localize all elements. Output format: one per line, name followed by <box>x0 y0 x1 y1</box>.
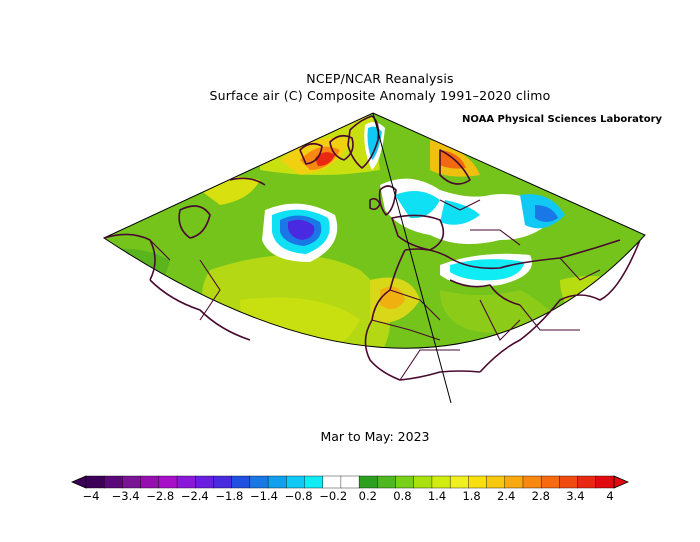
colorbar-swatch <box>504 475 524 489</box>
colorbar-low-arrow <box>70 475 87 489</box>
colorbar-tick-label: 0.8 <box>393 489 412 503</box>
country-borders <box>149 199 601 381</box>
colorbar-swatch <box>122 475 142 489</box>
map-title: NCEP/NCAR Reanalysis <box>306 71 454 86</box>
colorbar-swatch <box>176 475 196 489</box>
colorbar-high-arrow <box>613 475 630 489</box>
colorbar-swatch <box>540 475 560 489</box>
colorbar-swatch <box>195 475 214 489</box>
colorbar-tick-label: 2.8 <box>531 489 550 503</box>
meridian-line <box>372 112 452 404</box>
colorbar-tick-label: −0.8 <box>284 489 313 503</box>
colorbar-tick-labels: −4 −3.4 −2.8 −2.4 −1.8 −1.4 −0.8 −0.2 0.2 0.8 1.4 1… <box>0 489 700 505</box>
colorbar-swatch <box>522 475 542 489</box>
colorbar-swatch <box>395 475 415 489</box>
colorbar-tick-label: −2.8 <box>146 489 175 503</box>
colorbar-swatch <box>559 475 579 489</box>
colorbar-swatch <box>449 475 469 489</box>
period-label: Mar to May: 2023 <box>320 429 430 444</box>
colorbar-swatch <box>413 475 433 489</box>
colorbar-tick-label: 1.4 <box>427 489 447 503</box>
title-block: NCEP/NCAR Reanalysis Surface air (C) Com… <box>0 70 700 104</box>
colorbar-swatch <box>322 475 342 489</box>
colorbar-tick-label: 3.4 <box>566 489 585 503</box>
colorbar-swatch <box>249 475 269 489</box>
colorbar-tick-label: 1.8 <box>462 489 481 503</box>
colorbar-tick-label: −3.4 <box>111 489 140 503</box>
map-subtitle: Surface air (C) Composite Anomaly 1991–2… <box>209 88 551 103</box>
colorbar-swatch <box>267 475 287 489</box>
colorbar-swatch <box>340 475 360 489</box>
colorbar-tick-label: −1.4 <box>250 489 278 503</box>
colorbar-swatch <box>140 475 160 489</box>
colorbar-swatch <box>85 475 105 489</box>
colorbar-tick-label: 2.4 <box>497 489 516 503</box>
colorbar-swatch <box>304 475 324 489</box>
colorbar-swatch <box>431 475 451 489</box>
colorbar-swatch <box>358 475 378 489</box>
colorbar-swatch <box>595 475 615 489</box>
colorbar-swatch <box>104 475 123 489</box>
colorbar-tick-label: −2.4 <box>180 489 209 503</box>
colorbar-swatch <box>468 475 488 489</box>
colorbar-tick-label: 4 <box>606 489 614 503</box>
colorbar-tick-label: −1.8 <box>215 489 244 503</box>
colorbar-swatch <box>377 475 397 489</box>
colorbar-swatch <box>577 475 597 489</box>
colorbar-swatch <box>286 475 305 489</box>
colorbar-swatch <box>213 475 233 489</box>
colorbar-tick-label: −0.2 <box>319 489 348 503</box>
colorbar-swatch <box>158 475 178 489</box>
map-sector-outline <box>102 112 646 349</box>
colorbar-tick-label: −4 <box>82 489 100 503</box>
colorbar-swatch <box>231 475 251 489</box>
colorbar-tick-label: 0.2 <box>358 489 377 503</box>
colorbar-swatch <box>486 475 506 489</box>
credit-label: NOAA Physical Sciences Laboratory <box>462 114 663 125</box>
colorbar-swatches <box>70 475 630 489</box>
